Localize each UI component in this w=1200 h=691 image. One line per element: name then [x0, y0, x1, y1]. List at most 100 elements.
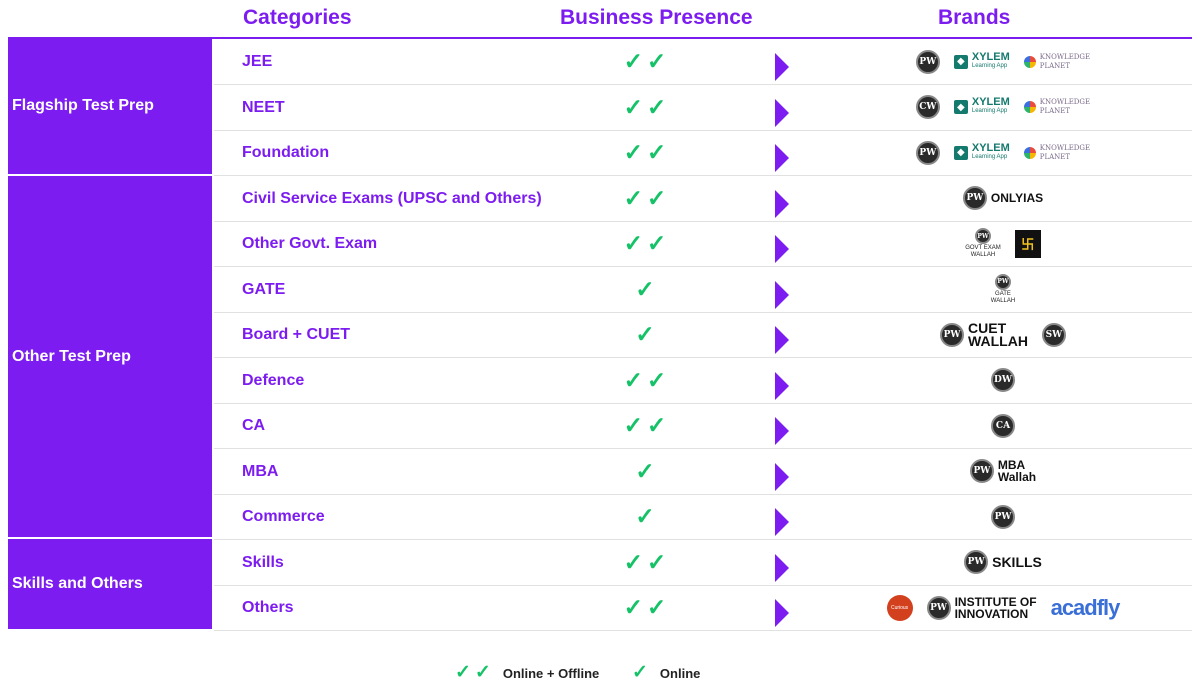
- group-flagship-test-prep: Flagship Test Prep: [8, 38, 212, 174]
- brand-subtitle: Learning App: [971, 108, 1008, 114]
- category-label: Skills: [242, 553, 284, 571]
- brand-name: ONLYIAS: [990, 191, 1044, 205]
- xylem-icon: ◆: [953, 145, 968, 160]
- brand-logos: Curious PW INSTITUTE OF INNOVATION acadfly: [814, 585, 1192, 630]
- brand-logo: PW GOVT EXAM WALLAH: [965, 228, 1001, 259]
- category-label: Others: [242, 599, 294, 616]
- brand-logo: CA: [991, 413, 1015, 438]
- brand-logo: PW INSTITUTE OF INNOVATION: [926, 595, 1037, 620]
- brand-logo: PW MBA Wallah: [969, 458, 1037, 484]
- brand-logos: PW ◆ XYLEM Learning App KNOWLEDGE PLANET: [814, 39, 1192, 84]
- brand-logo: ◆ XYLEM Learning App: [953, 51, 1010, 71]
- arrow-right-icon: [775, 53, 789, 81]
- presence-check-icon: ✓✓: [623, 48, 671, 74]
- presence-check-icon: ✓: [635, 457, 659, 484]
- legend-label: Online + Offline: [502, 666, 600, 681]
- header-divider: [8, 37, 1192, 39]
- arrow-right-icon: [775, 417, 789, 445]
- arrow-right-icon: [775, 599, 789, 627]
- arrow-right-icon: [775, 280, 789, 309]
- group-label: Skills and Others: [12, 575, 143, 592]
- utkarsh-logo-icon: 卐: [1014, 229, 1041, 258]
- brand-logo: PW: [915, 49, 940, 74]
- pw-logo-icon: PW: [974, 228, 991, 244]
- double-check-icon: ✓✓: [455, 662, 495, 683]
- brand-logos: PW SKILLS: [814, 540, 1192, 585]
- brand-name: GATE WALLAH: [990, 290, 1016, 304]
- pw-logo-icon: CW: [915, 95, 940, 119]
- knowledge-planet-icon: [1023, 55, 1036, 68]
- knowledge-planet-icon: [1023, 146, 1036, 159]
- xylem-icon: ◆: [953, 54, 968, 69]
- brand-logos: CW ◆ XYLEM Learning App KNOWLEDGE PLANET: [814, 85, 1192, 130]
- table-row: Skills ✓✓ PW SKILLS: [214, 540, 1192, 586]
- header-categories: Categories: [243, 6, 352, 29]
- xylem-wordmark: XYLEM Learning App: [971, 142, 1010, 162]
- brand-logos: PW ONLYIAS: [814, 176, 1192, 221]
- presence-check-icon: ✓✓: [623, 93, 671, 120]
- arrow-right-icon: [775, 144, 789, 172]
- brand-subtitle: Learning App: [971, 153, 1008, 160]
- brand-logos: PW GOVT EXAM WALLAH 卐: [814, 221, 1192, 266]
- category-label: NEET: [242, 98, 285, 116]
- arrow-right-icon: [775, 462, 789, 491]
- brand-name: MBA Wallah: [997, 458, 1037, 484]
- pw-logo-icon: PW: [969, 459, 994, 483]
- xylem-icon: ◆: [953, 100, 968, 114]
- table-row: CA ✓✓ CA: [214, 403, 1192, 449]
- category-label: Other Govt. Exam: [242, 235, 378, 252]
- presence-check-icon: ✓✓: [623, 548, 671, 575]
- brand-logos: DW: [814, 358, 1192, 403]
- brand-logo: KNOWLEDGE PLANET: [1023, 98, 1090, 116]
- brand-logo: Curious: [886, 594, 913, 621]
- category-label: JEE: [242, 53, 273, 70]
- presence-check-icon: ✓✓: [623, 594, 671, 620]
- pw-logo-icon: PW: [991, 504, 1015, 529]
- table-row: Foundation ✓✓ PW ◆ XYLEM Learning App KNOWLEDG…: [214, 130, 1192, 176]
- brand-logo: DW: [991, 368, 1015, 392]
- brand-logo: ◆ XYLEM Learning App: [953, 142, 1010, 162]
- brand-logo: SW: [1041, 322, 1066, 347]
- brand-logo: PW: [991, 504, 1015, 529]
- curious-logo-icon: Curious: [886, 594, 913, 621]
- group-label: Other Test Prep: [12, 347, 131, 365]
- table-row: Defence ✓✓ DW: [214, 358, 1192, 404]
- group-other-test-prep: Other Test Prep: [8, 176, 212, 537]
- category-label: MBA: [242, 462, 279, 480]
- presence-check-icon: ✓✓: [623, 412, 671, 438]
- brand-logo: PW GATE WALLAH: [990, 273, 1016, 305]
- arrow-right-icon: [775, 553, 789, 582]
- pw-logo-icon: PW: [915, 140, 940, 165]
- brand-logo: 卐: [1014, 229, 1041, 258]
- brand-logo: PW SKILLS: [964, 550, 1042, 574]
- brand-logos: PW MBA Wallah: [814, 449, 1192, 494]
- xylem-wordmark: XYLEM Learning App: [971, 97, 1010, 116]
- brand-logo: PW ONLYIAS: [962, 186, 1044, 210]
- legend-online: ✓ Online: [632, 661, 700, 684]
- table-row: Civil Service Exams (UPSC and Others) ✓✓ P…: [214, 176, 1192, 222]
- brand-logo: PW: [915, 140, 940, 165]
- presence-check-icon: ✓✓: [623, 366, 671, 393]
- check-icon: ✓: [632, 662, 652, 683]
- brand-name: KNOWLEDGE PLANET: [1039, 52, 1091, 70]
- arrow-right-icon: [775, 371, 789, 400]
- pw-logo-icon: PW: [940, 322, 965, 347]
- table-row: GATE ✓ PW GATE WALLAH: [214, 267, 1192, 313]
- category-label: GATE: [242, 280, 286, 298]
- presence-check-icon: ✓: [635, 275, 659, 302]
- pw-logo-icon: SW: [1041, 322, 1066, 347]
- arrow-right-icon: [775, 235, 789, 263]
- brand-logos: PW: [814, 494, 1192, 539]
- brand-logo: ◆ XYLEM Learning App: [953, 97, 1010, 116]
- pw-logo-icon: PW: [915, 49, 940, 74]
- brand-name: SKILLS: [992, 553, 1042, 570]
- brand-logos: CA: [814, 403, 1192, 448]
- brand-logo: acadfly: [1051, 595, 1121, 621]
- category-label: Foundation: [242, 144, 330, 161]
- pw-logo-icon: CA: [991, 413, 1015, 438]
- brand-logos: PW ◆ XYLEM Learning App KNOWLEDGE PLANET: [814, 130, 1192, 175]
- brand-logo: KNOWLEDGE PLANET: [1023, 144, 1090, 162]
- presence-check-icon: ✓✓: [623, 139, 671, 165]
- brand-logo: KNOWLEDGE PLANET: [1023, 52, 1091, 71]
- brand-logo: CW: [915, 95, 940, 119]
